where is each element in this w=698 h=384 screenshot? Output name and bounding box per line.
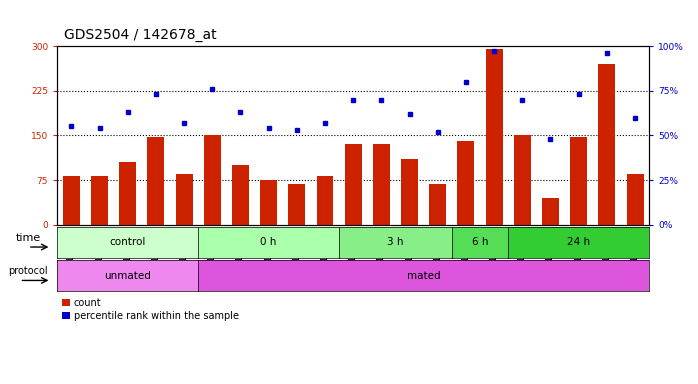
Bar bbox=[373, 144, 389, 225]
Text: 0 h: 0 h bbox=[260, 237, 277, 247]
Bar bbox=[514, 136, 530, 225]
Text: mated: mated bbox=[407, 271, 440, 281]
Bar bbox=[429, 184, 446, 225]
Bar bbox=[260, 180, 277, 225]
Text: control: control bbox=[110, 237, 146, 247]
Text: 24 h: 24 h bbox=[567, 237, 591, 247]
Bar bbox=[119, 162, 136, 225]
Bar bbox=[317, 176, 334, 225]
Text: unmated: unmated bbox=[104, 271, 151, 281]
Bar bbox=[91, 176, 108, 225]
Bar bbox=[598, 64, 616, 225]
Text: GDS2504 / 142678_at: GDS2504 / 142678_at bbox=[64, 28, 217, 42]
Bar bbox=[176, 174, 193, 225]
Legend: count, percentile rank within the sample: count, percentile rank within the sample bbox=[62, 298, 239, 321]
Bar bbox=[204, 136, 221, 225]
Bar bbox=[542, 198, 559, 225]
Bar bbox=[486, 49, 503, 225]
Bar bbox=[401, 159, 418, 225]
Text: protocol: protocol bbox=[8, 266, 47, 276]
Bar bbox=[147, 137, 164, 225]
Bar bbox=[345, 144, 362, 225]
Text: 6 h: 6 h bbox=[472, 237, 489, 247]
Bar bbox=[232, 165, 249, 225]
Text: 3 h: 3 h bbox=[387, 237, 403, 247]
Bar bbox=[457, 141, 475, 225]
Bar bbox=[627, 174, 644, 225]
Bar bbox=[570, 137, 587, 225]
Bar bbox=[63, 176, 80, 225]
Bar bbox=[288, 184, 305, 225]
Text: time: time bbox=[15, 233, 40, 243]
